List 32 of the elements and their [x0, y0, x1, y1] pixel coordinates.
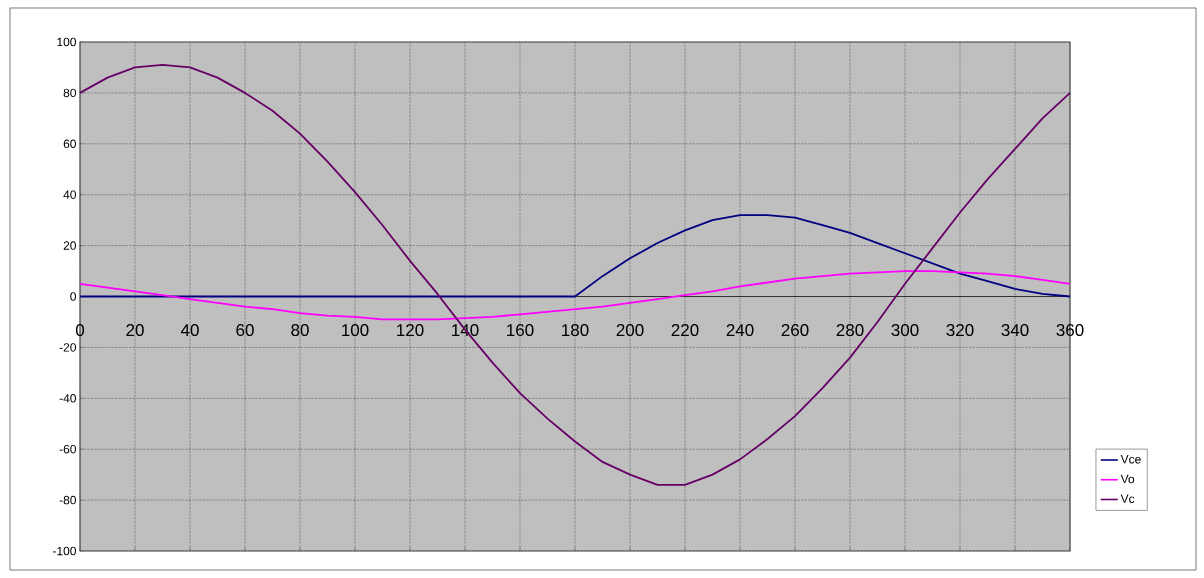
x-tick-label: 280: [836, 324, 864, 337]
y-tick-label: 0: [70, 292, 76, 301]
x-tick-label: 40: [180, 324, 199, 337]
y-tick-label: 60: [63, 139, 76, 149]
y-tick-label: 40: [63, 190, 76, 199]
x-tick-label: 300: [891, 324, 919, 337]
x-tick-label: 0: [75, 324, 85, 337]
y-tick-label: -80: [59, 495, 76, 505]
legend-label: Vc: [1120, 494, 1135, 503]
x-tick-label: 180: [562, 324, 589, 337]
x-tick-label: 100: [342, 324, 369, 337]
y-tick-label: -60: [59, 444, 76, 454]
y-tick-label: -20: [59, 343, 76, 352]
x-tick-label: 320: [946, 324, 974, 337]
y-tick-label: 20: [63, 241, 76, 250]
x-tick-label: 360: [1056, 324, 1084, 337]
y-tick-label: 100: [57, 37, 76, 47]
x-tick-label: 120: [397, 324, 424, 337]
x-tick-label: 20: [126, 324, 144, 337]
legend-label: Vce: [1120, 455, 1141, 464]
x-tick-label: 200: [616, 324, 644, 337]
x-tick-label: 60: [236, 324, 254, 337]
x-tick-label: 240: [726, 324, 754, 337]
x-tick-label: 80: [291, 324, 309, 337]
y-tick-label: -40: [59, 394, 76, 403]
y-tick-label: 80: [63, 88, 76, 98]
legend-label: Vo: [1120, 474, 1135, 484]
x-tick-label: 260: [781, 324, 809, 337]
y-tick-label: -100: [52, 546, 76, 556]
x-tick-label: 340: [1001, 324, 1029, 337]
x-tick-label: 160: [507, 324, 534, 337]
x-tick-label: 220: [671, 324, 699, 337]
